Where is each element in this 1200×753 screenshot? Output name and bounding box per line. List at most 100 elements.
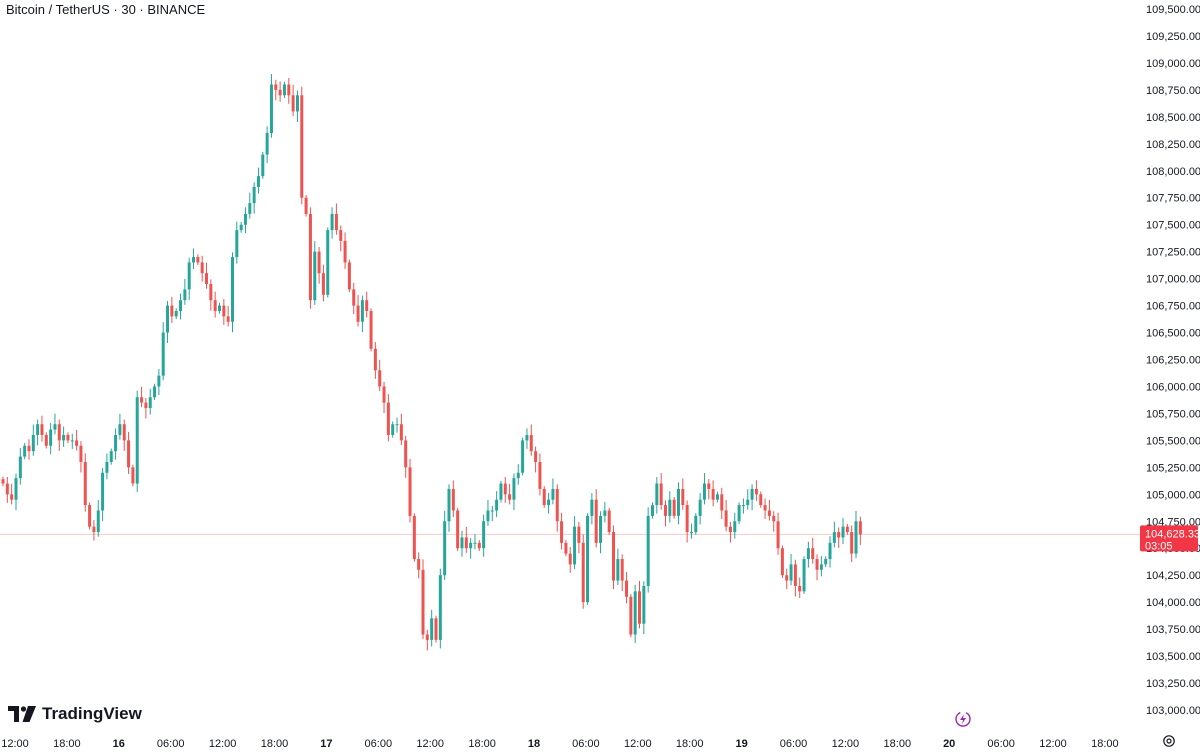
candle[interactable]: [14, 473, 18, 511]
candle[interactable]: [352, 282, 356, 315]
candle[interactable]: [101, 468, 105, 521]
candle[interactable]: [31, 424, 35, 456]
candle[interactable]: [629, 594, 633, 638]
candle[interactable]: [373, 342, 377, 379]
candle[interactable]: [412, 513, 416, 562]
candle[interactable]: [127, 431, 131, 474]
candle[interactable]: [196, 254, 200, 266]
candle[interactable]: [616, 548, 620, 586]
candle[interactable]: [659, 473, 663, 510]
candle[interactable]: [689, 523, 693, 539]
time-axis[interactable]: 12:00 18:00 16 06:00 12:00 18:00 17 06:00 12:00 1…: [1, 738, 1118, 750]
candle[interactable]: [754, 480, 758, 501]
candle[interactable]: [668, 491, 672, 523]
candle[interactable]: [57, 419, 61, 451]
candle[interactable]: [79, 441, 83, 473]
candle[interactable]: [490, 505, 494, 521]
candle[interactable]: [486, 500, 490, 526]
candle[interactable]: [776, 512, 780, 555]
candle[interactable]: [564, 540, 568, 557]
candle[interactable]: [811, 537, 815, 564]
candle[interactable]: [633, 584, 637, 644]
candle[interactable]: [854, 510, 858, 559]
candle[interactable]: [551, 478, 555, 505]
candle[interactable]: [235, 221, 239, 264]
candle[interactable]: [434, 615, 438, 643]
candle[interactable]: [131, 464, 135, 487]
candle[interactable]: [170, 297, 174, 323]
candle[interactable]: [586, 513, 590, 605]
candle[interactable]: [308, 207, 312, 309]
candle[interactable]: [447, 484, 451, 532]
candle[interactable]: [815, 554, 819, 581]
candle[interactable]: [534, 446, 538, 473]
candle[interactable]: [837, 527, 841, 548]
candle[interactable]: [334, 203, 338, 235]
candle[interactable]: [469, 538, 473, 559]
candle[interactable]: [542, 486, 546, 508]
candle[interactable]: [118, 413, 122, 440]
candle[interactable]: [594, 489, 598, 548]
candle[interactable]: [767, 500, 771, 521]
candle[interactable]: [599, 511, 603, 554]
candle[interactable]: [577, 522, 581, 554]
candle[interactable]: [10, 483, 14, 505]
candle[interactable]: [728, 522, 732, 543]
candle[interactable]: [261, 151, 265, 179]
candle[interactable]: [850, 525, 854, 563]
candle[interactable]: [360, 295, 364, 333]
candle[interactable]: [18, 448, 22, 485]
candle[interactable]: [248, 192, 252, 219]
candle[interactable]: [711, 480, 715, 507]
candle[interactable]: [417, 552, 421, 579]
candle[interactable]: [243, 207, 247, 234]
candle[interactable]: [512, 473, 516, 511]
candle[interactable]: [750, 484, 754, 511]
candle[interactable]: [391, 421, 395, 438]
candle[interactable]: [828, 536, 832, 568]
candle[interactable]: [252, 182, 256, 214]
candle[interactable]: [27, 439, 31, 460]
candle[interactable]: [187, 257, 191, 300]
candle[interactable]: [581, 534, 585, 609]
candle[interactable]: [482, 514, 486, 557]
candle[interactable]: [672, 497, 676, 519]
candle[interactable]: [144, 398, 148, 419]
candle[interactable]: [529, 424, 533, 456]
candle[interactable]: [5, 476, 9, 503]
candle[interactable]: [508, 483, 512, 505]
candle[interactable]: [153, 383, 157, 400]
candle[interactable]: [140, 386, 144, 408]
candle[interactable]: [737, 502, 741, 524]
candle[interactable]: [183, 278, 187, 305]
candle[interactable]: [239, 221, 243, 233]
candle[interactable]: [218, 302, 221, 314]
tradingview-logo[interactable]: TradingView: [8, 703, 142, 725]
candle[interactable]: [382, 381, 386, 414]
candle[interactable]: [651, 502, 654, 519]
candle[interactable]: [655, 476, 659, 514]
candle[interactable]: [291, 84, 295, 117]
candle[interactable]: [702, 473, 706, 505]
candle[interactable]: [83, 453, 87, 512]
candle[interactable]: [676, 482, 680, 525]
candle[interactable]: [547, 493, 551, 514]
candle[interactable]: [395, 417, 399, 433]
candle[interactable]: [282, 81, 286, 98]
candle[interactable]: [698, 493, 702, 525]
candle[interactable]: [300, 86, 304, 205]
candle[interactable]: [321, 264, 325, 302]
candle[interactable]: [495, 491, 499, 518]
candle[interactable]: [70, 433, 74, 449]
candle[interactable]: [456, 507, 460, 551]
candle[interactable]: [23, 443, 27, 460]
candle[interactable]: [421, 559, 425, 640]
candle[interactable]: [724, 500, 728, 532]
candle[interactable]: [166, 300, 170, 343]
candle[interactable]: [330, 207, 334, 239]
candle[interactable]: [92, 520, 96, 541]
candle[interactable]: [607, 507, 611, 535]
candle[interactable]: [806, 541, 810, 568]
candle[interactable]: [378, 359, 382, 392]
